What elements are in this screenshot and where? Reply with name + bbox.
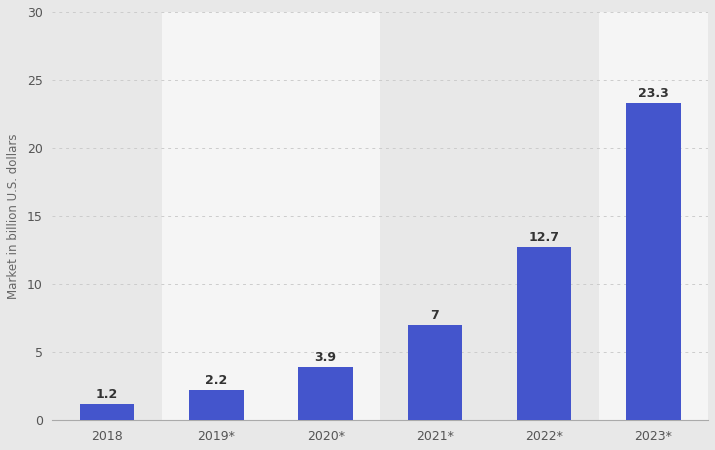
Bar <box>408 325 462 420</box>
Text: 7: 7 <box>430 309 439 322</box>
Bar <box>298 367 353 420</box>
Text: 23.3: 23.3 <box>638 87 669 100</box>
Text: 12.7: 12.7 <box>528 231 560 244</box>
Bar <box>626 103 681 420</box>
Y-axis label: Market in billion U.S. dollars: Market in billion U.S. dollars <box>7 133 20 299</box>
Bar <box>189 391 244 420</box>
Text: 3.9: 3.9 <box>315 351 337 364</box>
Bar <box>162 12 271 420</box>
Bar <box>490 12 598 420</box>
Bar <box>271 12 380 420</box>
Text: 1.2: 1.2 <box>96 387 118 400</box>
Bar <box>598 12 708 420</box>
Bar <box>52 12 162 420</box>
Bar <box>517 248 571 420</box>
Bar <box>80 404 134 420</box>
Text: 2.2: 2.2 <box>205 374 227 387</box>
Bar <box>380 12 490 420</box>
